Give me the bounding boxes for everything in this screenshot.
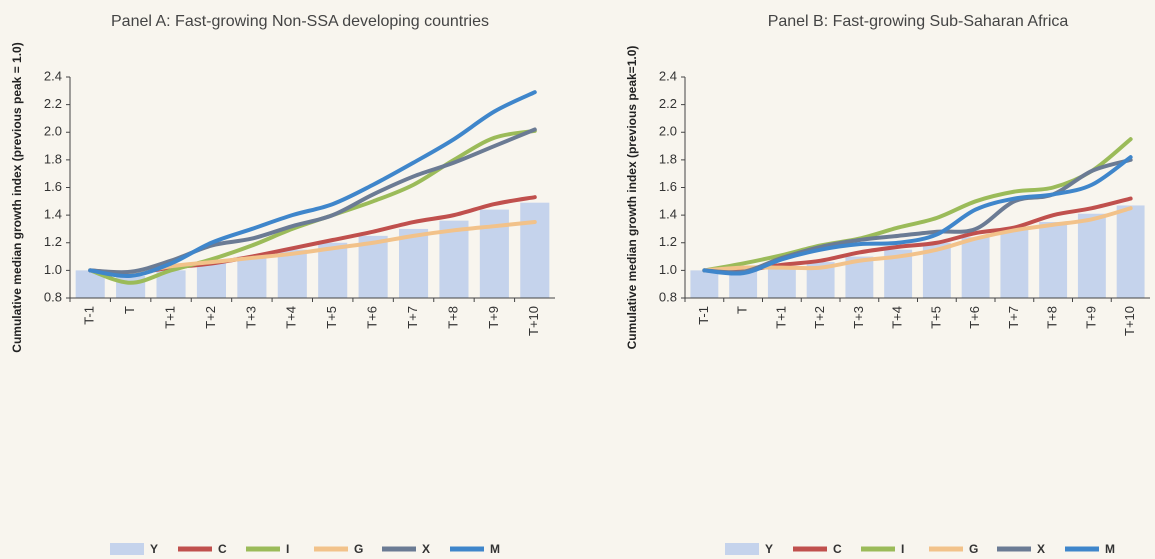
bar <box>196 263 227 298</box>
bar <box>479 209 509 298</box>
x-tick-label: T+6 <box>365 306 380 329</box>
y-tick-label: 1.4 <box>44 207 62 222</box>
y-tick-label: 2.2 <box>659 96 677 111</box>
x-tick-label: T+7 <box>405 306 420 329</box>
x-tick-label: T+9 <box>1083 306 1098 329</box>
legend-label: I <box>901 542 904 556</box>
y-axis-label: Cumulative median growth index (previous… <box>625 46 639 350</box>
x-tick-label: T <box>122 306 137 314</box>
legend-label: C <box>833 542 842 556</box>
legend-label: M <box>490 542 500 556</box>
x-tick-label: T+4 <box>284 306 299 329</box>
bar <box>277 249 307 298</box>
bar <box>690 270 719 298</box>
line <box>702 196 1133 273</box>
x-tick-label: T-1 <box>696 306 711 325</box>
bar <box>961 237 990 298</box>
y-tick-label: 1.6 <box>659 179 677 194</box>
y-tick-label: 1.0 <box>44 262 62 277</box>
y-tick-label: 2.4 <box>659 68 677 83</box>
y-tick-label: 0.8 <box>659 289 677 304</box>
x-tick-label: T+8 <box>1045 306 1060 329</box>
y-tick-label: 2.4 <box>44 68 62 83</box>
chart-title: Panel A: Fast-growing Non-SSA developing… <box>111 13 489 30</box>
x-tick-label: T+10 <box>526 306 541 336</box>
x-tick-label: T+1 <box>773 306 788 329</box>
legend-label: G <box>969 542 978 556</box>
bar <box>1000 228 1029 298</box>
y-tick-label: 2.0 <box>659 124 677 139</box>
y-tick-label: 1.8 <box>659 151 677 166</box>
legend-label: Y <box>150 542 158 556</box>
line <box>702 206 1133 273</box>
legend-swatch <box>725 543 759 555</box>
line <box>88 90 537 279</box>
y-tick-label: 1.6 <box>44 179 62 194</box>
line <box>702 155 1133 276</box>
bar <box>318 242 348 298</box>
bar <box>1039 222 1068 298</box>
x-tick-label: T+5 <box>324 306 339 329</box>
y-tick-label: 1.2 <box>44 234 62 249</box>
y-tick-label: 1.4 <box>659 207 677 222</box>
y-tick-label: 0.8 <box>44 289 62 304</box>
x-tick-label: T <box>735 306 750 314</box>
x-tick-label: T+8 <box>445 306 460 329</box>
x-tick-label: T+3 <box>243 306 258 329</box>
bar <box>1116 205 1145 298</box>
bar <box>358 235 388 298</box>
x-tick-label: T+7 <box>1006 306 1021 329</box>
y-tick-label: 1.2 <box>659 234 677 249</box>
bar <box>1077 213 1106 298</box>
legend-swatch <box>110 543 144 555</box>
bar <box>398 228 429 298</box>
chart-title: Panel B: Fast-growing Sub-Saharan Africa <box>768 13 1069 30</box>
bar <box>237 256 267 298</box>
x-tick-label: T+6 <box>967 306 982 329</box>
legend-label: G <box>354 542 363 556</box>
y-tick-label: 1.0 <box>659 262 677 277</box>
bar <box>439 220 469 298</box>
y-tick-label: 2.2 <box>44 96 62 111</box>
x-tick-label: T+2 <box>203 306 218 329</box>
x-tick-label: T-1 <box>82 306 97 325</box>
x-tick-label: T+5 <box>928 306 943 329</box>
x-tick-label: T+10 <box>1122 306 1137 336</box>
legend-label: X <box>422 542 430 556</box>
bar <box>767 267 796 298</box>
legend-label: C <box>218 542 227 556</box>
y-axis-label: Cumulative median growth index (previous… <box>10 42 24 352</box>
x-tick-label: T+1 <box>162 306 177 329</box>
x-tick-label: T+3 <box>851 306 866 329</box>
y-tick-label: 2.0 <box>44 124 62 139</box>
line <box>88 127 537 275</box>
legend-label: Y <box>765 542 773 556</box>
bar <box>520 202 550 298</box>
y-tick-label: 1.8 <box>44 151 62 166</box>
line <box>702 137 1133 273</box>
legend-label: X <box>1037 542 1045 556</box>
legend-label: M <box>1105 542 1115 556</box>
legend-label: I <box>286 542 289 556</box>
x-tick-label: T+4 <box>890 306 905 329</box>
x-tick-label: T+2 <box>812 306 827 329</box>
x-tick-label: T+9 <box>486 306 501 329</box>
